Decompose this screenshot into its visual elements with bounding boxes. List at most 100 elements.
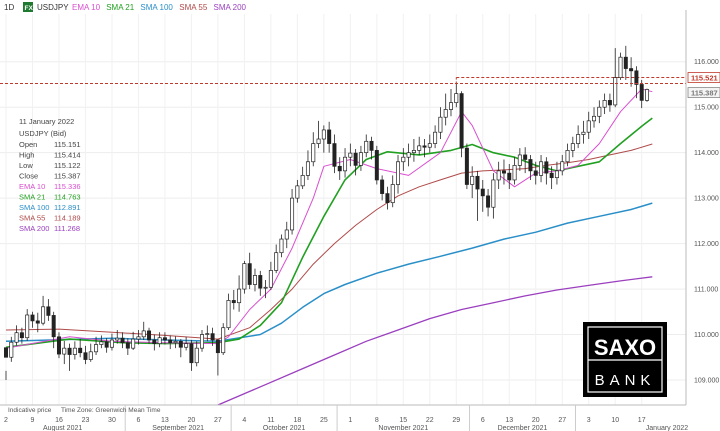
candle-body <box>374 150 379 181</box>
candle <box>576 125 581 149</box>
timezone-note: Time Zone: Greenwich Mean Time <box>61 407 161 414</box>
candle-body <box>634 70 639 85</box>
candle-body <box>258 275 263 289</box>
candle <box>343 148 348 178</box>
candle-body <box>390 184 395 204</box>
candle <box>369 136 374 160</box>
indicator-label[interactable]: SMA 200 <box>214 3 247 12</box>
candle-body <box>200 334 205 349</box>
candlestick-series <box>4 45 649 380</box>
candle-body <box>385 193 390 204</box>
candle-body <box>353 152 358 166</box>
candle-body <box>210 333 215 341</box>
x-tick-label: 27 <box>558 417 566 424</box>
indicator-label[interactable]: SMA 55 <box>179 3 208 12</box>
candle <box>168 335 173 350</box>
candle-body <box>25 314 30 339</box>
candle-body <box>491 179 496 208</box>
candle-body <box>221 327 226 354</box>
candle-body <box>9 341 14 358</box>
candle-body <box>295 185 300 199</box>
candle <box>396 154 401 194</box>
info-row-label: SMA 100 <box>19 203 49 212</box>
instrument-label[interactable]: USDJPY <box>37 3 69 12</box>
candle-body <box>475 175 480 190</box>
candle <box>544 157 549 185</box>
candle <box>406 143 411 167</box>
candle-body <box>104 341 109 348</box>
candle-body <box>433 131 438 144</box>
candle-body <box>284 229 289 240</box>
candle <box>125 338 130 355</box>
candle <box>268 261 273 290</box>
indicator-label[interactable]: EMA 10 <box>72 3 101 12</box>
candle <box>300 166 305 190</box>
candle-body <box>523 154 528 160</box>
candle-body <box>343 156 348 172</box>
candle <box>279 234 284 258</box>
month-label: September 2021 <box>152 425 204 431</box>
candle <box>417 136 422 155</box>
candle <box>67 343 72 371</box>
candle-body <box>311 143 316 163</box>
candle <box>570 136 575 158</box>
candle <box>72 341 77 360</box>
time-axis[interactable]: 2 9 16 23 30 6 13 20 27 4 11 18 25 1 8 15 22 29 6 13 20 27 3 10… <box>0 404 688 431</box>
candle <box>157 332 162 348</box>
candle-body <box>533 170 538 176</box>
candle-body <box>88 351 93 360</box>
candle-body <box>401 156 406 163</box>
timeframe-label[interactable]: 1D <box>4 3 14 12</box>
x-tick-label: 29 <box>452 417 460 424</box>
candle <box>380 175 385 201</box>
candle-body <box>205 333 210 335</box>
candle-body <box>51 315 56 338</box>
candle-body <box>560 161 565 172</box>
candle <box>523 147 528 174</box>
candle <box>88 343 93 362</box>
candle <box>56 332 61 359</box>
candle-body <box>565 150 570 163</box>
candle <box>634 66 639 99</box>
candle <box>30 311 35 328</box>
candle-body <box>109 339 114 348</box>
candle-body <box>570 143 575 151</box>
candle-body <box>554 170 559 179</box>
x-tick-label: 8 <box>375 417 379 424</box>
candle-body <box>639 84 644 101</box>
candle-body <box>115 337 120 341</box>
candle <box>136 329 141 345</box>
price-axis[interactable]: 116.000 115.000 114.000 113.000 112.000 111.0… <box>685 10 719 405</box>
candle-body <box>364 140 369 154</box>
candle <box>517 148 522 171</box>
saxo-bank-logo: SAXO BANK <box>583 322 667 397</box>
y-tick-label: 110.000 <box>694 332 719 339</box>
candle-body <box>332 143 337 167</box>
candle <box>496 161 501 190</box>
candle-body <box>507 172 512 181</box>
candle <box>385 186 390 210</box>
candle <box>162 332 167 345</box>
indicative-price-note: Indicative price <box>8 407 52 414</box>
candle-body <box>613 77 618 106</box>
price-tags: 115.521 115.387 <box>687 72 720 99</box>
candle <box>94 336 99 355</box>
candle-body <box>470 175 475 185</box>
x-tick-label: 20 <box>188 417 196 424</box>
candle <box>459 91 464 158</box>
indicator-label[interactable]: SMA 100 <box>140 3 173 12</box>
candle-body <box>517 154 522 166</box>
indicator-label[interactable]: SMA 21 <box>106 3 135 12</box>
candle-body <box>586 120 591 133</box>
candle-body <box>194 347 199 364</box>
candle <box>19 327 24 344</box>
candle <box>295 179 300 203</box>
candle-body <box>528 159 533 172</box>
price-tag: 115.387 <box>687 87 720 99</box>
candle <box>560 154 565 176</box>
candle <box>645 88 649 102</box>
candle-body <box>597 106 602 117</box>
y-tick-label: 116.000 <box>694 59 719 66</box>
candle <box>311 132 316 167</box>
